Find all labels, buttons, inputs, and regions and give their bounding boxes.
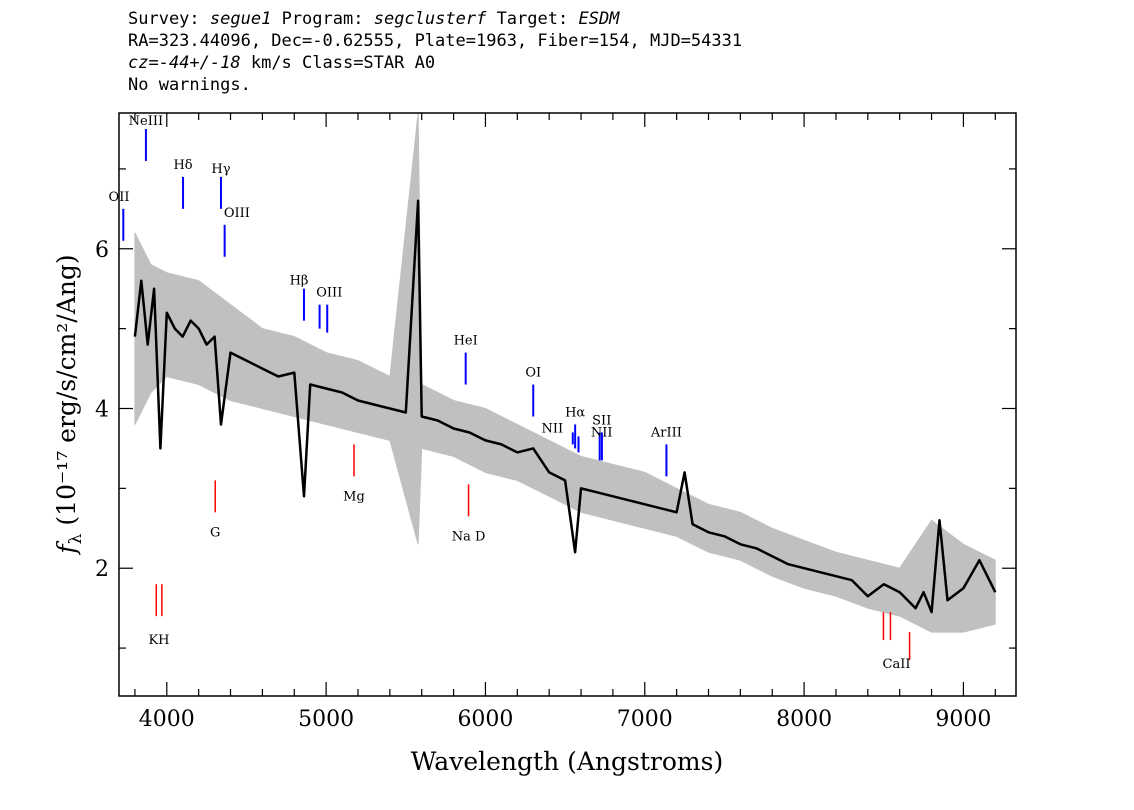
survey-label: Survey: [128, 9, 200, 29]
x-tick-label: 9000 [935, 707, 991, 732]
x-tick-label: 6000 [457, 707, 513, 732]
spectral-line-label: OIII [316, 286, 342, 301]
spectral-line-label: CaII [883, 657, 911, 672]
y-tick-label: 2 [95, 557, 109, 582]
x-tick-label: 4000 [139, 707, 195, 732]
y-tick-label: 6 [95, 238, 109, 263]
spectral-line-label: Mg [343, 489, 365, 504]
target-value: ESDM [578, 9, 620, 29]
cz-value: -44+/-18 [158, 53, 241, 73]
cz-label: cz= [128, 53, 159, 73]
spectral-line-label: HeI [454, 334, 478, 349]
header-line-warnings: No warnings. [128, 75, 251, 95]
plot-frame [118, 112, 1017, 697]
spectral-line-label: NII [591, 425, 613, 440]
x-tick-label: 5000 [298, 707, 354, 732]
header-line-survey: Survey: segue1 Program: segclusterf Targ… [128, 8, 742, 30]
x-axis-title: Wavelength (Angstroms) [411, 747, 723, 776]
cz-units-class: km/s Class=STAR A0 [240, 53, 436, 73]
survey-value: segue1 [209, 9, 272, 29]
spectral-line-label: NeIII [129, 114, 163, 129]
header-line-redshift: cz=-44+/-18 km/s Class=STAR A0 [128, 52, 742, 74]
y-axis-title-sub: λ [66, 533, 86, 544]
spectral-line-label: G [210, 525, 220, 540]
y-axis-title-f: f [52, 541, 81, 556]
y-tick-label: 4 [95, 397, 109, 422]
spectral-line-label: KH [148, 633, 169, 648]
y-axis-title: fλ (10⁻¹⁷ erg/s/cm²/Ang) [52, 254, 86, 555]
flux-layer [133, 199, 997, 614]
spectral-line-label: SII [592, 413, 611, 428]
header-line-coordinates: RA=323.44096, Dec=-0.62555, Plate=1963, … [128, 31, 743, 51]
error-band [134, 113, 996, 633]
spectral-line-label: Hα [565, 405, 585, 420]
target-label: Target: [496, 9, 569, 29]
program-value: segclusterf [373, 9, 487, 29]
x-tick-label: 8000 [776, 707, 832, 732]
program-label: Program: [281, 9, 364, 29]
spectral-line-label: OI [525, 366, 541, 381]
x-tick-label: 7000 [617, 707, 673, 732]
axes-layer: 4000 5000 6000 7000 8000 9000 2 4 6 [95, 112, 1017, 732]
flux-series-line [133, 199, 997, 614]
error-band-layer [134, 113, 996, 633]
spectral-line-label: ArIII [650, 425, 682, 440]
spectrum-header: Survey: segue1 Program: segclusterf Targ… [128, 8, 742, 96]
spectral-line-label: Hδ [173, 158, 192, 173]
y-axis-title-units: (10⁻¹⁷ erg/s/cm²/Ang) [52, 254, 81, 525]
spectral-line-label: Na D [452, 529, 486, 544]
spectral-line-label: Hβ [290, 274, 309, 289]
spectral-line-label: OIII [224, 206, 250, 221]
spectral-line-label: NII [542, 421, 564, 436]
spectral-line-label: Hγ [211, 162, 230, 177]
